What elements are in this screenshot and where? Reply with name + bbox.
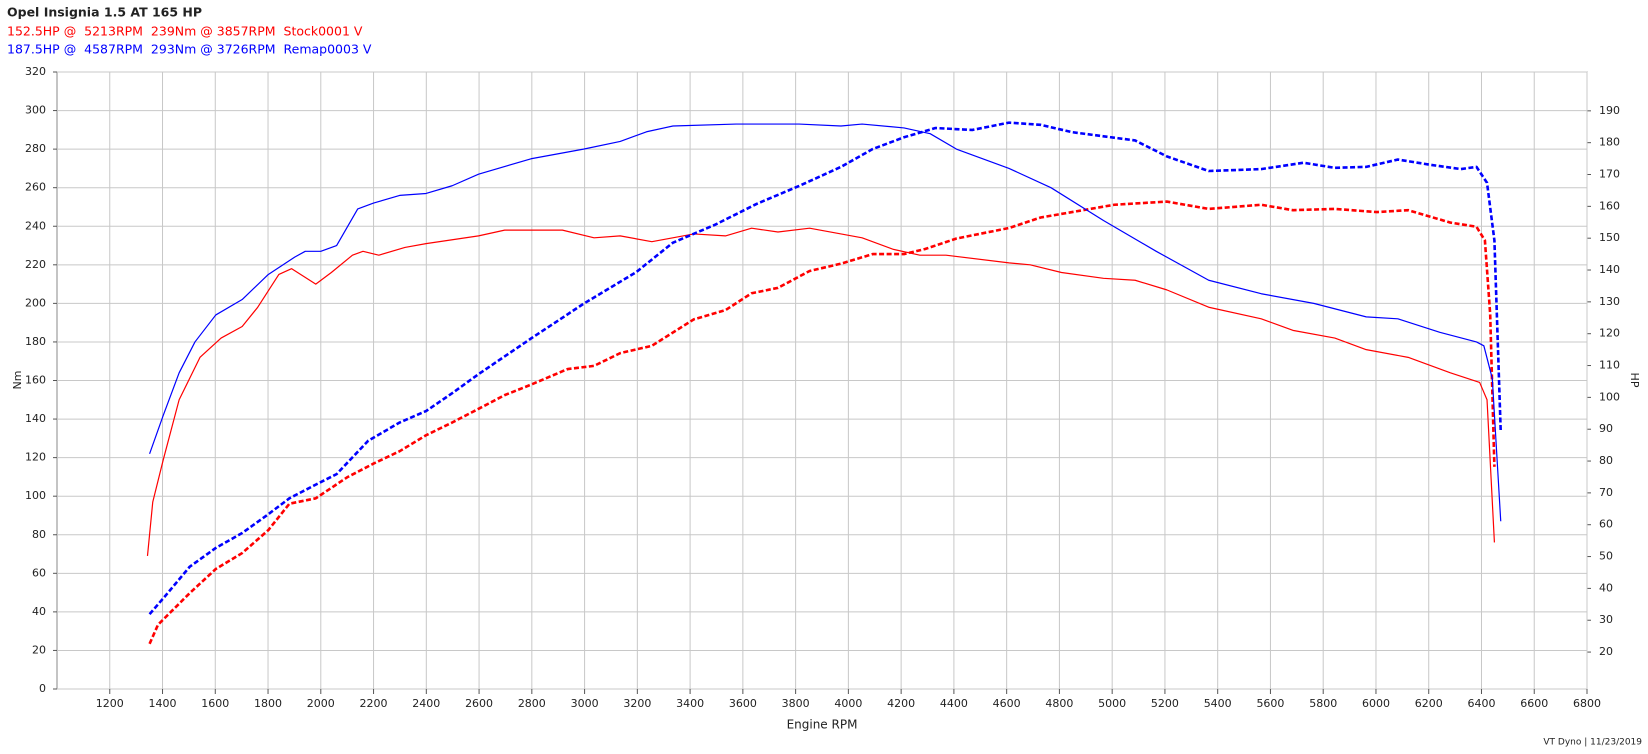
x-axis-label: Engine RPM: [787, 718, 858, 732]
y2-tick-label: 170: [1599, 168, 1620, 181]
y2-tick-label: 70: [1599, 486, 1613, 499]
y2-tick-label: 50: [1599, 550, 1613, 563]
x-tick-label: 5600: [1256, 697, 1284, 710]
y-tick-label: 300: [25, 104, 46, 117]
y2-tick-label: 160: [1599, 199, 1620, 212]
x-tick-label: 1800: [254, 697, 282, 710]
y-tick-label: 0: [39, 682, 46, 695]
y-tick-label: 120: [25, 451, 46, 464]
x-tick-label: 3400: [676, 697, 704, 710]
y2-tick-label: 30: [1599, 613, 1613, 626]
power-line: [148, 121, 1503, 616]
y-tick-label: 320: [25, 65, 46, 78]
x-tick-label: 4200: [887, 697, 915, 710]
x-tick-label: 6200: [1415, 697, 1443, 710]
x-tick-label: 5800: [1309, 697, 1337, 710]
x-tick-label: 4800: [1045, 697, 1073, 710]
x-tick-label: 4000: [834, 697, 862, 710]
x-tick-label: 6800: [1573, 697, 1601, 710]
y-tick-label: 240: [25, 219, 46, 232]
y2-tick-label: 120: [1599, 327, 1620, 340]
torque-line: [149, 123, 1502, 522]
x-tick-label: 2000: [307, 697, 335, 710]
x-tick-label: 5200: [1151, 697, 1179, 710]
y-tick-label: 280: [25, 142, 46, 155]
y-tick-label: 160: [25, 374, 46, 387]
x-tick-label: 4400: [940, 697, 968, 710]
x-tick-label: 1400: [149, 697, 177, 710]
y2-tick-label: 130: [1599, 295, 1620, 308]
y-tick-label: 200: [25, 296, 46, 309]
y2-tick-label: 20: [1599, 645, 1613, 658]
x-tick-label: 3600: [729, 697, 757, 710]
y-tick-label: 220: [25, 258, 46, 271]
legend-entry: 187.5HP @ 4587RPM 293Nm @ 3726RPM Remap0…: [7, 42, 372, 57]
y-tick-label: 20: [32, 643, 46, 656]
y-tick-label: 100: [25, 489, 46, 502]
torque-line: [146, 227, 1496, 557]
y-tick-label: 40: [32, 605, 46, 618]
x-tick-label: 4600: [993, 697, 1021, 710]
x-tick-label: 5000: [1098, 697, 1126, 710]
y2-tick-label: 180: [1599, 136, 1620, 149]
y2-tick-label: 190: [1599, 104, 1620, 117]
footer: VT Dyno | 11/23/2019: [1543, 738, 1642, 748]
y2-tick-label: 100: [1599, 390, 1620, 403]
y-tick-label: 260: [25, 181, 46, 194]
x-tick-label: 3800: [782, 697, 810, 710]
y-tick-label: 80: [32, 528, 46, 541]
x-tick-label: 6000: [1362, 697, 1390, 710]
x-tick-label: 3000: [571, 697, 599, 710]
legend-entry: 152.5HP @ 5213RPM 239Nm @ 3857RPM Stock0…: [7, 24, 363, 39]
y-tick-label: 60: [32, 566, 46, 579]
y2-tick-label: 60: [1599, 518, 1613, 531]
x-tick-label: 2400: [412, 697, 440, 710]
x-tick-label: 3200: [623, 697, 651, 710]
y-tick-label: 180: [25, 335, 46, 348]
y-axis-label: Nm: [11, 371, 24, 390]
y2-tick-label: 90: [1599, 422, 1613, 435]
y2-tick-label: 40: [1599, 581, 1613, 594]
chart-title: Opel Insignia 1.5 AT 165 HP: [7, 5, 202, 20]
x-tick-label: 2600: [465, 697, 493, 710]
x-tick-label: 2800: [518, 697, 546, 710]
y2-tick-label: 110: [1599, 359, 1620, 372]
x-tick-label: 6600: [1520, 697, 1548, 710]
x-tick-label: 1200: [96, 697, 124, 710]
y-tick-label: 140: [25, 412, 46, 425]
x-tick-label: 2200: [360, 697, 388, 710]
x-tick-label: 1600: [201, 697, 229, 710]
y2-tick-label: 140: [1599, 263, 1620, 276]
y2-tick-label: 150: [1599, 231, 1620, 244]
x-tick-label: 6400: [1467, 697, 1495, 710]
y2-tick-label: 80: [1599, 454, 1613, 467]
y2-axis-label: HP: [1628, 373, 1641, 388]
x-tick-label: 5400: [1204, 697, 1232, 710]
